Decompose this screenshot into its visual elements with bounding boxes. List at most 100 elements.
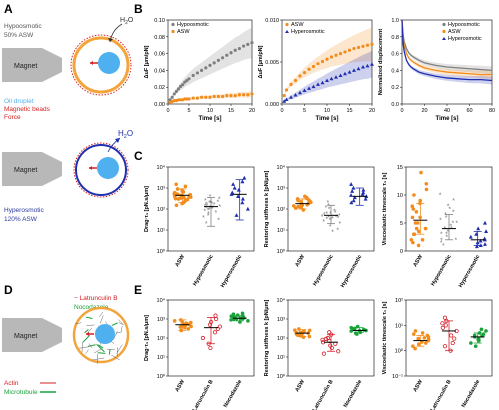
- y-tick-label: 10¹: [277, 228, 285, 234]
- category-label: Latrunculin B: [312, 379, 335, 410]
- y-tick-label: 10³: [157, 186, 165, 192]
- data-point: *: [329, 211, 332, 218]
- microtubule-filament: [97, 344, 104, 349]
- schematic-a: Hypoosmotic 50% ASW Magnet H2O Oil dropl…: [2, 17, 134, 223]
- y-axis-label: Drag·τ₁ [pN.s/μm]: [144, 315, 150, 361]
- data-point: [172, 92, 176, 96]
- microtubule-filament: [108, 349, 111, 355]
- data-point: [370, 42, 374, 46]
- data-point: *: [218, 196, 221, 203]
- data-point: [411, 240, 415, 245]
- data-point: [320, 59, 325, 64]
- y-tick-label: 0.06: [154, 52, 165, 58]
- data-point: [183, 184, 188, 189]
- data-point: [349, 329, 353, 333]
- data-point: [329, 345, 335, 351]
- data-point: [416, 342, 421, 346]
- y-tick-label: 1.0: [391, 18, 399, 24]
- data-point: [474, 232, 479, 236]
- data-point: *: [443, 226, 446, 233]
- y-axis-label: Restoring stiffness k [pN/μm]: [264, 170, 270, 247]
- data-point: [410, 215, 415, 220]
- data-point: *: [208, 200, 211, 207]
- category-label: Latrunculin B: [430, 379, 453, 410]
- actin-filament: [81, 342, 83, 353]
- data-point: [240, 196, 245, 201]
- data-point: [225, 53, 229, 57]
- y-axis-label: Restoring stiffness k [pN/μm]: [264, 299, 270, 376]
- y-tick-label: 10²: [157, 207, 165, 213]
- y-tick-label: 0: [400, 249, 403, 255]
- data-point: [478, 243, 483, 247]
- data-point: *: [445, 235, 448, 242]
- x-tick-label: 10: [207, 108, 213, 114]
- magnet-label-top: Magnet: [14, 63, 37, 70]
- data-point: *: [447, 229, 450, 236]
- data-point: *: [448, 207, 451, 214]
- data-point: [180, 201, 184, 206]
- y-tick-label: 0.08: [154, 35, 165, 41]
- y-tick-label: 10³: [277, 186, 285, 192]
- category-label: Hyperosmotic: [220, 254, 244, 289]
- y-tick-label: 10⁰: [277, 248, 286, 255]
- data-point: [329, 332, 334, 337]
- data-point: [356, 66, 361, 71]
- data-point: *: [338, 221, 341, 228]
- data-point: [444, 318, 449, 323]
- data-point: [338, 73, 343, 77]
- data-point: [336, 349, 341, 354]
- data-point: [229, 314, 234, 319]
- y-tick-label: 0.010: [265, 18, 279, 24]
- data-point: [410, 204, 415, 208]
- data-point: [172, 319, 177, 323]
- actin-label: Actin: [4, 380, 19, 387]
- legend-label-hypoosmotic: Hypoosmotic: [448, 22, 480, 28]
- data-point: *: [331, 230, 334, 237]
- microtubule-filament: [111, 322, 118, 326]
- data-point: *: [439, 193, 442, 200]
- panel-label-e: E: [134, 283, 142, 297]
- data-point: [204, 95, 208, 99]
- data-point: [200, 95, 204, 99]
- data-point: [416, 336, 421, 341]
- y-tick-label: 10⁴: [277, 297, 286, 304]
- data-point: [352, 195, 357, 200]
- data-point: [338, 52, 343, 56]
- data-point: *: [207, 213, 210, 220]
- data-point: [475, 240, 480, 245]
- data-point: *: [205, 202, 208, 209]
- x-tick-label: 0: [400, 108, 403, 114]
- force-arrowhead-bottom: [89, 166, 92, 170]
- data-point: *: [333, 209, 336, 216]
- data-point: *: [205, 206, 208, 213]
- series-band-asw: [402, 19, 492, 79]
- plot-frame: [167, 19, 253, 105]
- data-point: [298, 90, 302, 95]
- data-point: [355, 324, 360, 329]
- data-point: *: [207, 207, 210, 214]
- y-tick-label: 10⁰: [277, 373, 286, 380]
- data-point: *: [327, 203, 330, 210]
- data-point: [449, 333, 454, 338]
- data-point: *: [203, 209, 206, 216]
- data-point: [213, 316, 219, 322]
- y-axis-label: Viscoelastic timescale τ₁ [s]: [382, 172, 388, 245]
- schematic-d: Magnet − Latrunculin B Nocodazole Actin …: [2, 295, 130, 396]
- data-point: [479, 327, 484, 332]
- y-tick-label: 10⁰: [157, 373, 166, 380]
- data-point: [231, 182, 236, 186]
- drug2-label: Nocodazole: [74, 304, 109, 311]
- data-point: [361, 187, 366, 192]
- data-point: *: [440, 232, 443, 239]
- data-point: [343, 71, 347, 76]
- y-axis-label: ΔuF [μm/pN]: [258, 45, 264, 78]
- legend-marker: [442, 29, 446, 34]
- data-point: [284, 97, 289, 102]
- data-point: *: [328, 207, 331, 214]
- y-tick-label: 0.4: [391, 68, 399, 74]
- data-point: [476, 337, 480, 342]
- legend-label-hyperosmotic: Hyperosmotic: [448, 36, 482, 42]
- data-point: [352, 46, 356, 51]
- data-point: [221, 94, 225, 99]
- x-tick-label: 20: [421, 108, 427, 114]
